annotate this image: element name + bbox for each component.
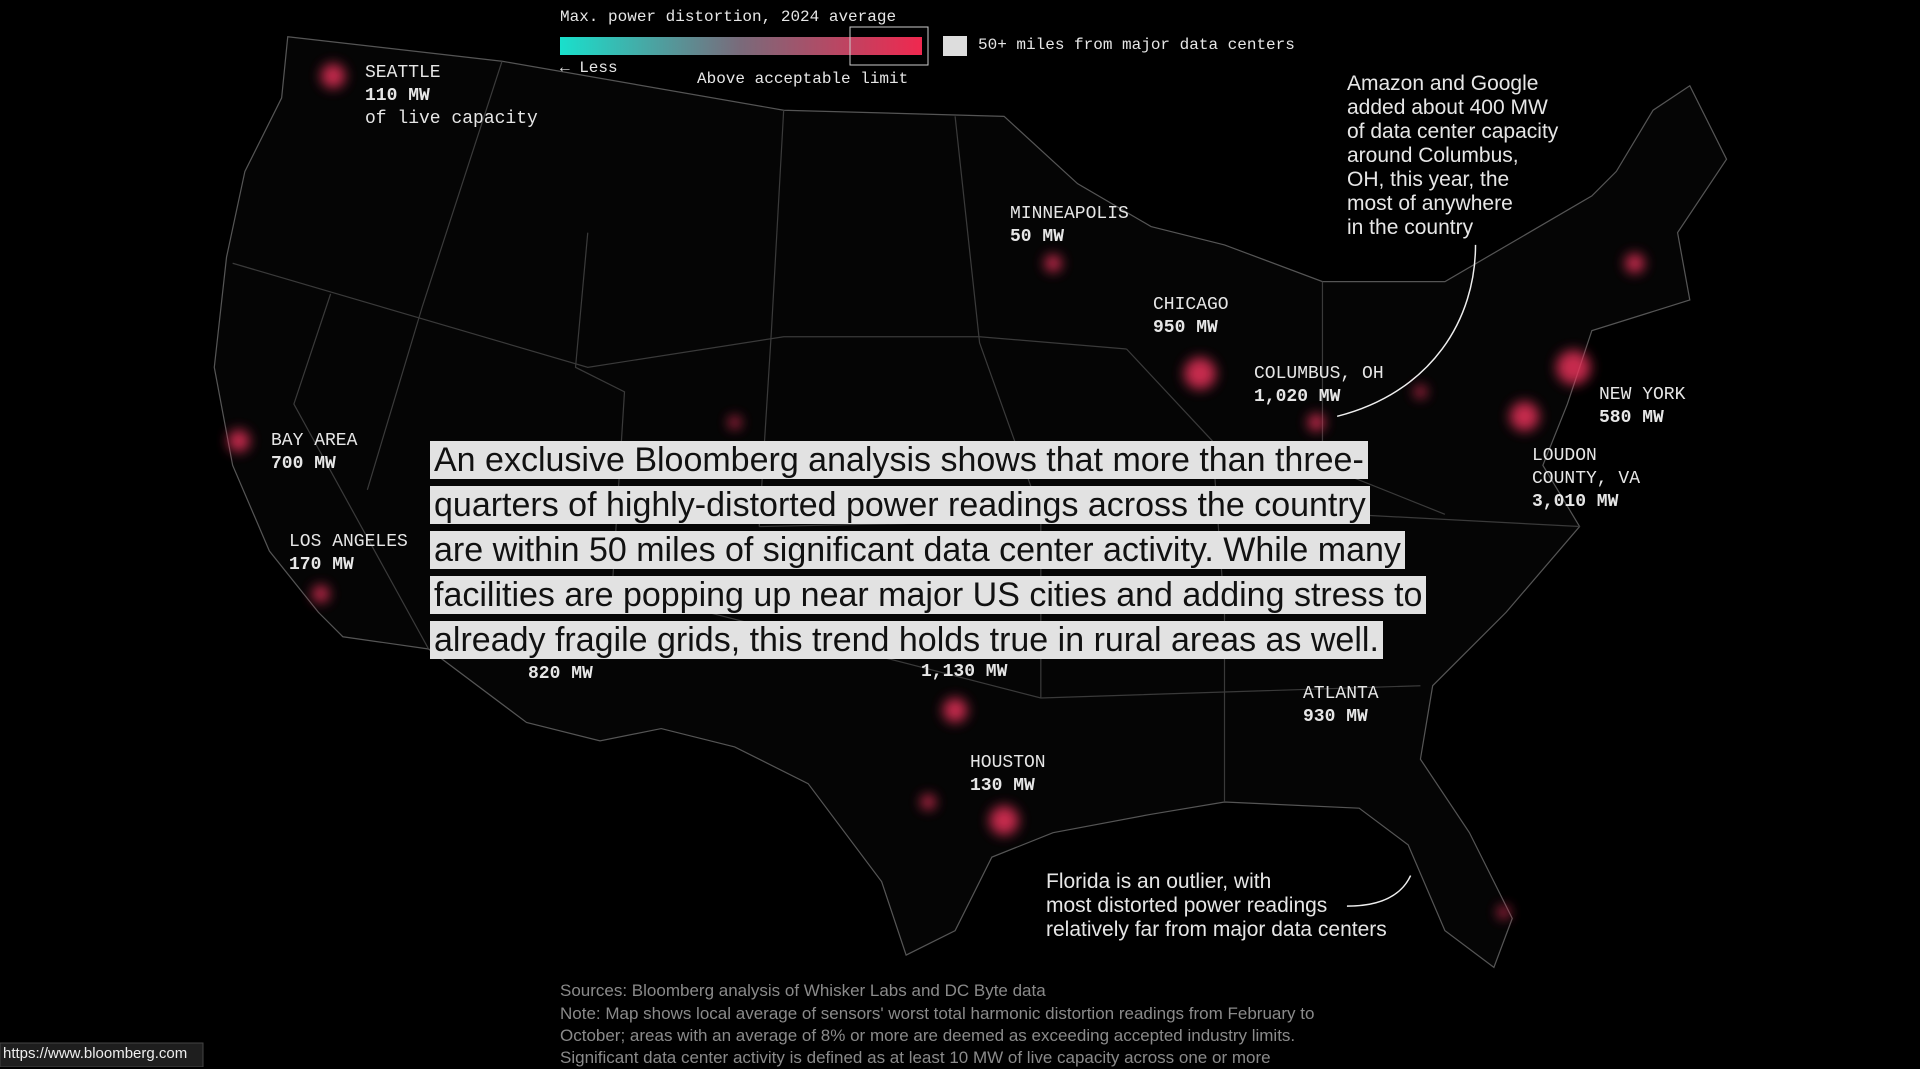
city-label: CHICAGO 950 MW xyxy=(1153,294,1229,340)
legend-gradient xyxy=(560,37,922,55)
annotation: Florida is an outlier, with most distorte… xyxy=(1046,870,1387,942)
annotation-line: Amazon and Google xyxy=(1347,72,1539,95)
city-label: MINNEAPOLIS 50 MW xyxy=(1010,203,1129,249)
annotation-line: in the country xyxy=(1347,216,1474,239)
city-name: LOUDON xyxy=(1532,446,1597,466)
overlay-line: already fragile grids, this trend holds … xyxy=(430,618,1426,663)
city-name: NEW YORK xyxy=(1599,385,1686,405)
city-capacity: 110 MW xyxy=(365,86,430,106)
city-label: LOS ANGELES 170 MW xyxy=(289,531,408,577)
note: Note: Map shows local average of sensors… xyxy=(560,1003,1314,1069)
city-name: BAY AREA xyxy=(271,431,358,451)
city-label: ATLANTA 930 MW xyxy=(1303,683,1379,729)
city-capacity: 170 MW xyxy=(289,555,354,575)
city-capacity: 130 MW xyxy=(970,776,1035,796)
city-label: LOUDON COUNTY, VA 3,010 MW xyxy=(1532,445,1640,514)
city-capacity: 1,130 MW xyxy=(921,662,1008,682)
legend-less: ← Less xyxy=(560,59,618,77)
city-name: COLUMBUS, OH xyxy=(1254,364,1384,384)
annotation-line: most distorted power readings xyxy=(1046,894,1328,917)
city-capacity: 950 MW xyxy=(1153,318,1218,338)
overlay-line: quarters of highly-distorted power readi… xyxy=(430,483,1426,528)
legend-limit-box xyxy=(849,26,929,66)
annotation-line: around Columbus, xyxy=(1347,144,1519,167)
annotation-line: Florida is an outlier, with xyxy=(1046,870,1272,893)
city-name: MINNEAPOLIS xyxy=(1010,204,1129,224)
overlay-text: An exclusive Bloomberg analysis shows th… xyxy=(430,438,1427,663)
hotspots xyxy=(227,63,1645,919)
city-capacity: 3,010 MW xyxy=(1532,492,1619,512)
annotation-line: most of anywhere xyxy=(1347,192,1513,215)
overlay-line: are within 50 miles of significant data … xyxy=(430,528,1426,573)
sources: Sources: Bloomberg analysis of Whisker L… xyxy=(560,981,1046,1000)
overlay-line: facilities are popping up near major US … xyxy=(430,573,1427,618)
overlay-text-line: are within 50 miles of significant data … xyxy=(430,531,1405,569)
city-label: SEATTLE 110 MW of live capacity xyxy=(365,62,538,131)
annotation: Amazon and Google added about 400 MW of da… xyxy=(1347,72,1558,240)
overlay-text-line: facilities are popping up near major US … xyxy=(430,576,1427,614)
city-label: 1,130 MW xyxy=(921,661,1007,684)
overlay-text-line: quarters of highly-distorted power readi… xyxy=(430,486,1370,524)
annotation-line: of data center capacity xyxy=(1347,120,1559,143)
city-name2: COUNTY, VA xyxy=(1532,469,1641,489)
city-capacity: 820 MW xyxy=(528,664,593,684)
overlay-text-line: An exclusive Bloomberg analysis shows th… xyxy=(430,441,1368,479)
city-name: LOS ANGELES xyxy=(289,532,408,552)
annotation-line: added about 400 MW xyxy=(1347,96,1548,119)
legend-swatch xyxy=(943,36,967,56)
city-label: HOUSTON 130 MW xyxy=(970,752,1046,798)
overlay-line: An exclusive Bloomberg analysis shows th… xyxy=(430,438,1426,483)
status-bar xyxy=(0,1042,204,1067)
legend-title: Max. power distortion, 2024 average xyxy=(560,8,897,26)
city-label: BAY AREA 700 MW xyxy=(271,430,357,476)
callout-arrow xyxy=(1346,875,1412,907)
note-line: Significant data center activity is defi… xyxy=(560,1048,1271,1067)
city-capacity: 50 MW xyxy=(1010,227,1065,247)
callout-arrow xyxy=(1336,244,1477,418)
city-name: CHICAGO xyxy=(1153,295,1229,315)
overlay-text-line: already fragile grids, this trend holds … xyxy=(430,621,1383,659)
legend-far: 50+ miles from major data centers xyxy=(978,36,1295,54)
note-line: Note: Map shows local average of sensors… xyxy=(560,1004,1315,1023)
city-capacity: 930 MW xyxy=(1303,707,1368,727)
city-name: HOUSTON xyxy=(970,753,1046,773)
city-capacity: 580 MW xyxy=(1599,408,1664,428)
city-name: SEATTLE xyxy=(365,63,441,83)
city-label: 820 MW xyxy=(528,663,593,686)
city-capacity: 700 MW xyxy=(271,454,336,474)
city-capacity: 1,020 MW xyxy=(1254,387,1341,407)
city-extra: of live capacity xyxy=(365,109,538,129)
annotation-line: OH, this year, the xyxy=(1347,168,1510,191)
legend-limit: Above acceptable limit xyxy=(697,70,909,88)
city-name: ATLANTA xyxy=(1303,684,1379,704)
note-line: October; areas with an average of 8% or … xyxy=(560,1026,1296,1045)
status-url: https://www.bloomberg.com xyxy=(3,1045,188,1062)
city-label: COLUMBUS, OH 1,020 MW xyxy=(1254,363,1384,409)
city-label: NEW YORK 580 MW xyxy=(1599,384,1685,430)
annotation-line: relatively far from major data centers xyxy=(1046,918,1387,941)
